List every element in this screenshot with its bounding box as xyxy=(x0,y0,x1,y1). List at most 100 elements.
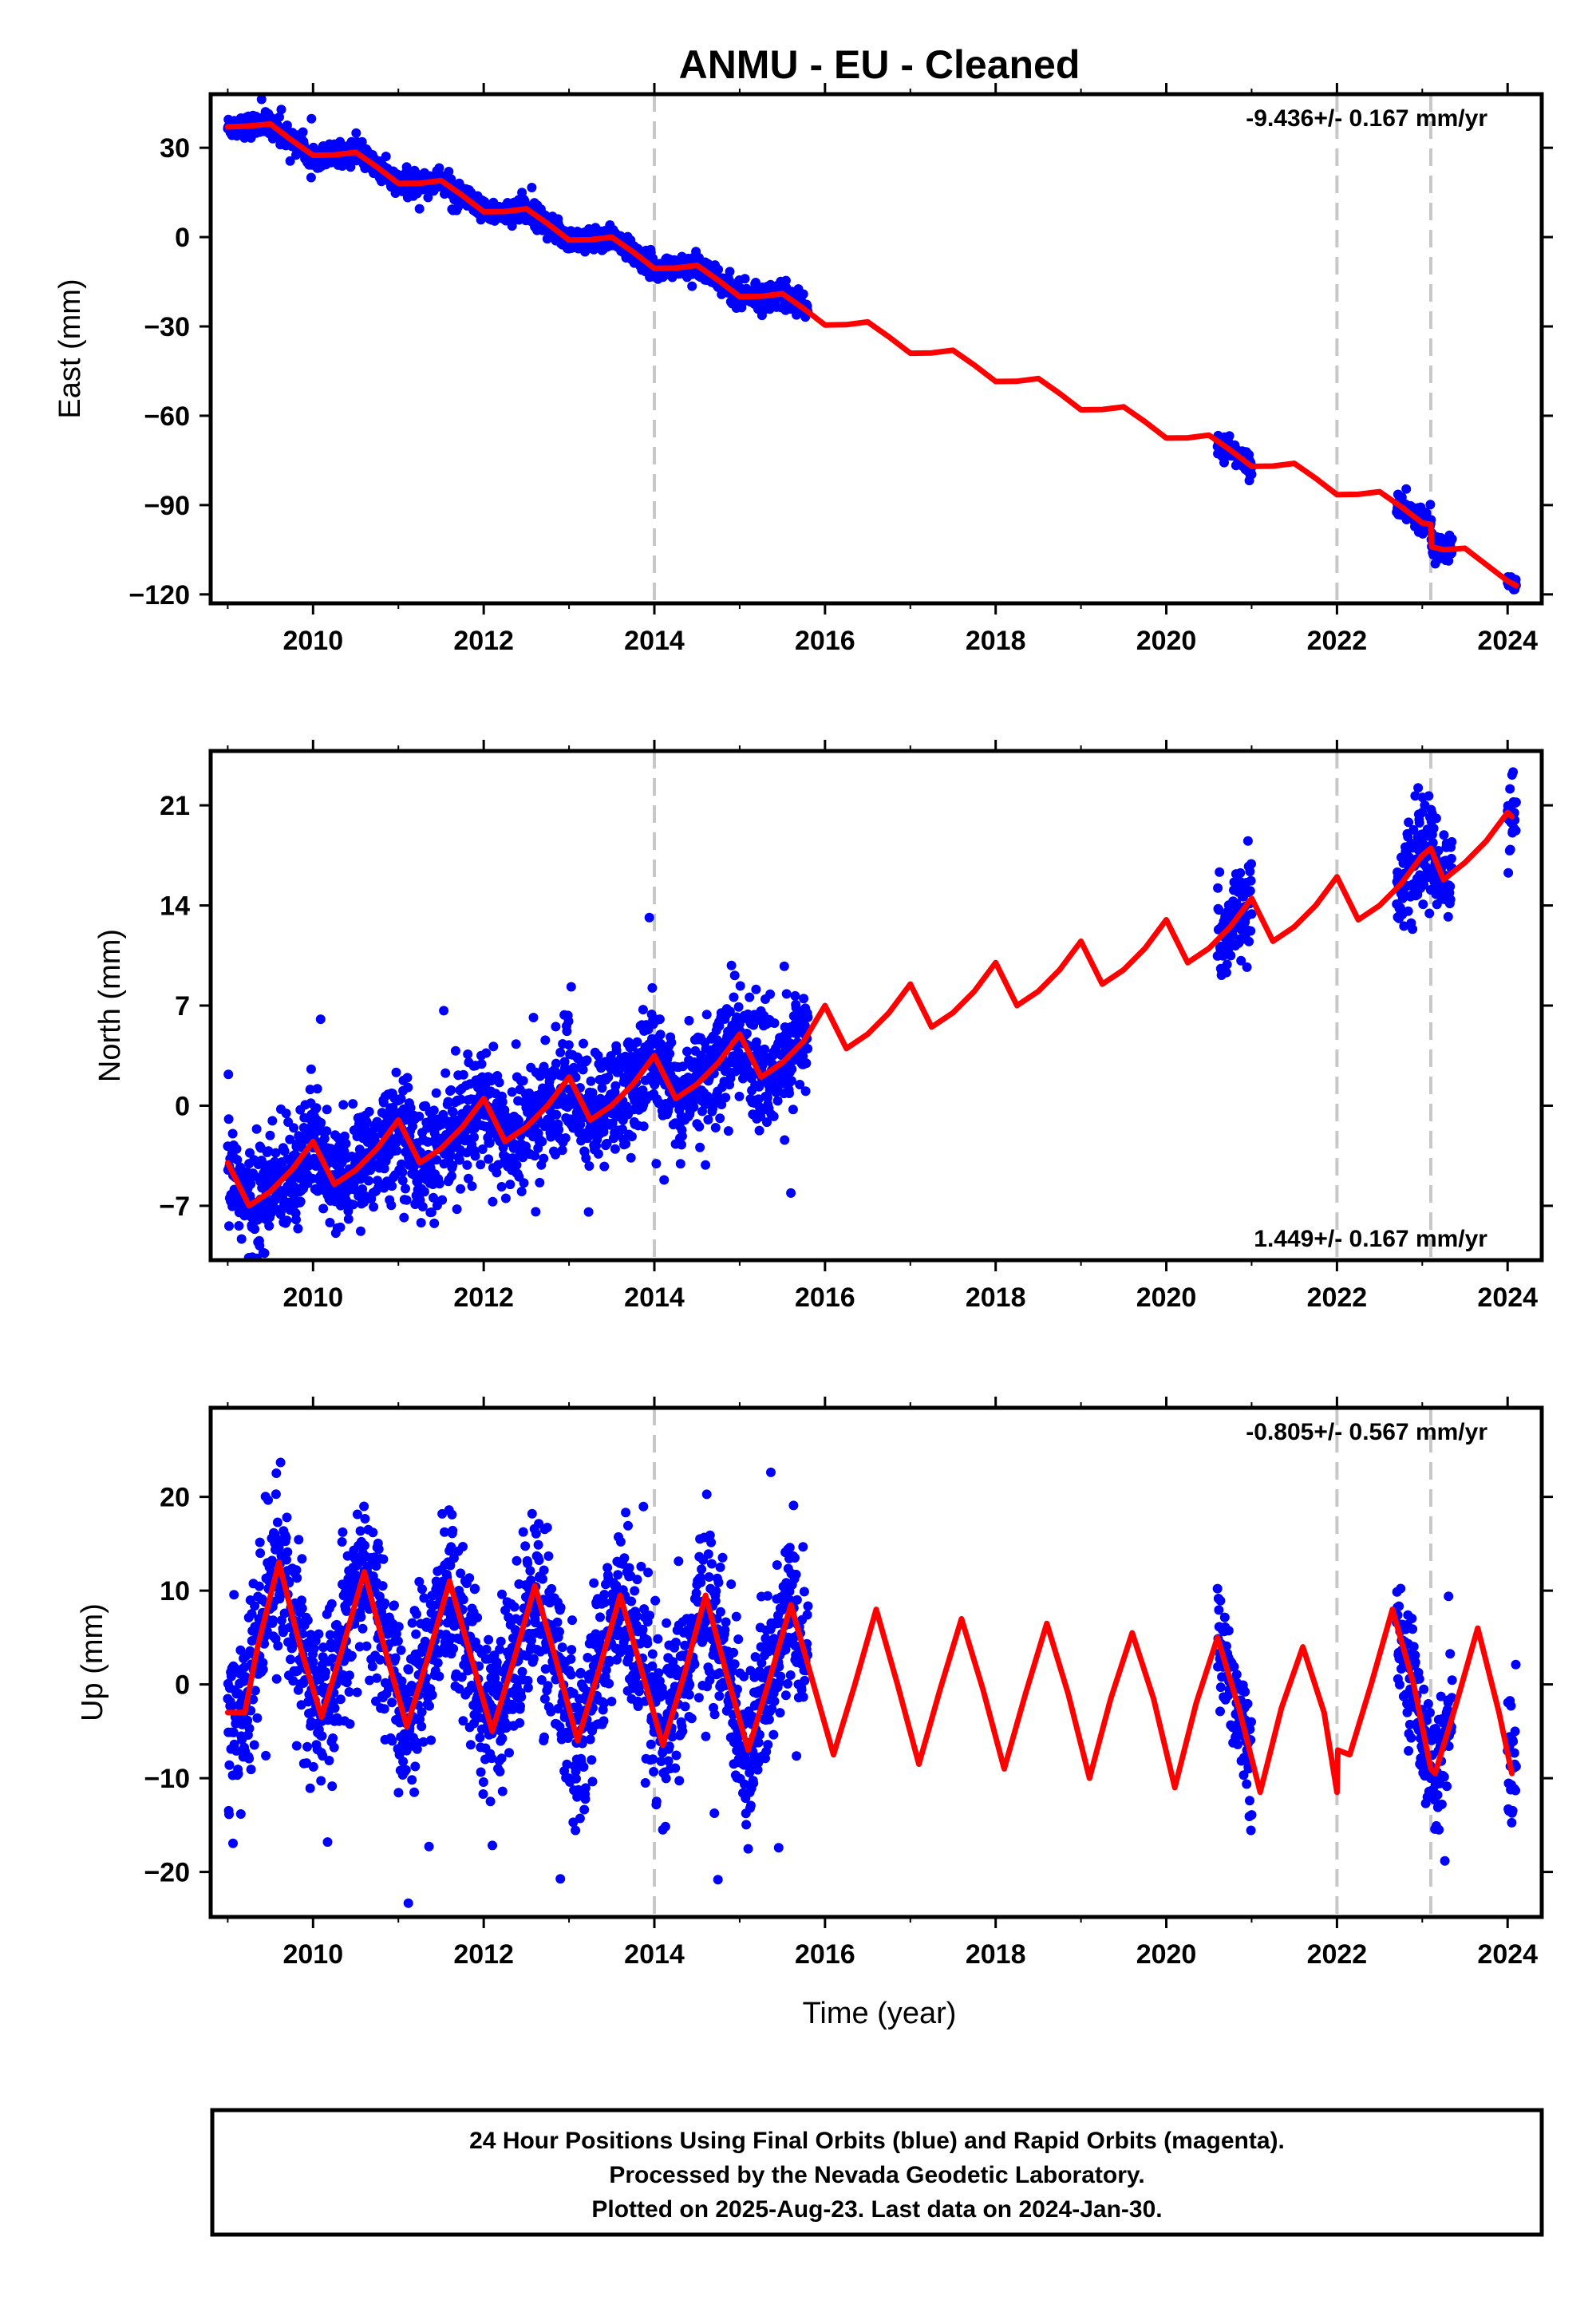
north-data-point xyxy=(725,1006,735,1017)
north-data-point xyxy=(396,1093,406,1104)
up-data-point xyxy=(240,1672,251,1682)
north-data-point xyxy=(751,1037,761,1047)
up-data-point xyxy=(271,1674,282,1684)
up-data-point xyxy=(411,1629,421,1639)
up-data-point xyxy=(246,1765,256,1775)
up-data-point xyxy=(354,1642,365,1652)
north-data-point xyxy=(356,1226,365,1236)
up-data-point xyxy=(258,1664,268,1674)
north-data-point xyxy=(790,990,800,1001)
north-data-point xyxy=(578,1065,588,1075)
up-data-point xyxy=(390,1653,401,1663)
north-data-point xyxy=(236,1234,247,1244)
north-data-point xyxy=(555,1047,566,1057)
north-data-point xyxy=(745,992,755,1002)
north-data-point xyxy=(245,1148,255,1158)
north-data-point xyxy=(765,989,776,999)
north-data-point xyxy=(232,1155,243,1165)
up-data-point xyxy=(316,1776,326,1786)
north-data-point xyxy=(408,1121,417,1132)
up-data-point xyxy=(412,1609,421,1619)
north-data-point xyxy=(1235,868,1246,878)
north-data-point xyxy=(263,1146,274,1156)
north-data-point xyxy=(551,1022,561,1032)
up-data-point xyxy=(250,1686,260,1696)
north-data-point xyxy=(772,1096,783,1106)
east-data-point xyxy=(527,183,537,192)
north-data-point xyxy=(1245,886,1255,896)
north-data-point xyxy=(1418,899,1428,910)
north-data-point xyxy=(1433,846,1444,856)
up-data-point xyxy=(403,1898,413,1908)
east-x-tick-label: 2022 xyxy=(1307,626,1368,656)
north-data-point xyxy=(1245,867,1255,876)
north-data-point xyxy=(456,1184,466,1194)
north-data-point xyxy=(511,1039,521,1049)
up-data-point xyxy=(379,1704,389,1714)
up-data-point xyxy=(418,1737,429,1747)
north-data-point xyxy=(293,1223,303,1234)
up-data-point xyxy=(344,1687,354,1697)
north-data-point xyxy=(754,1081,764,1092)
north-data-point xyxy=(799,994,809,1004)
north-data-point xyxy=(598,1127,609,1137)
up-data-point xyxy=(417,1721,427,1732)
north-data-point xyxy=(1439,830,1449,840)
north-data-point xyxy=(289,1123,299,1133)
north-data-point xyxy=(440,1068,451,1078)
up-data-point xyxy=(317,1731,327,1741)
north-data-point xyxy=(554,1124,564,1135)
north-data-point xyxy=(751,984,761,994)
north-data-point xyxy=(386,1200,397,1211)
north-data-point xyxy=(752,1015,762,1026)
east-rate-label: -9.436+/- 0.167 mm/yr xyxy=(1246,105,1487,132)
figure-title: ANMU - EU - Cleaned xyxy=(679,42,1080,87)
north-data-point xyxy=(462,1160,472,1170)
north-data-point xyxy=(305,1085,315,1095)
up-data-point xyxy=(314,1629,324,1639)
east-data-point xyxy=(346,162,356,172)
up-data-point xyxy=(293,1666,302,1676)
north-data-point xyxy=(531,1207,541,1217)
north-data-point xyxy=(1404,817,1414,828)
up-data-point xyxy=(243,1715,253,1725)
north-data-point xyxy=(467,1181,477,1192)
north-data-point xyxy=(392,1145,402,1156)
north-data-point xyxy=(689,1102,699,1113)
north-rate-label: 1.449+/- 0.167 mm/yr xyxy=(1254,1226,1487,1252)
north-data-point xyxy=(271,1148,281,1158)
north-data-point xyxy=(1431,813,1441,824)
east-data-point xyxy=(414,204,425,214)
north-data-point xyxy=(251,1124,262,1134)
north-data-point xyxy=(734,1091,745,1101)
east-data-point xyxy=(276,105,286,115)
north-data-point xyxy=(733,1002,744,1012)
east-data-point xyxy=(798,289,808,299)
up-data-point xyxy=(335,1694,346,1705)
north-data-point xyxy=(434,1179,444,1189)
north-data-point xyxy=(611,1045,622,1056)
east-data-point xyxy=(351,128,361,138)
north-y-tick-label: 14 xyxy=(160,891,190,922)
north-data-point xyxy=(281,1109,291,1119)
up-data-point xyxy=(398,1757,409,1767)
north-data-point xyxy=(364,1106,374,1117)
north-data-point xyxy=(488,1196,498,1207)
north-plot-frame xyxy=(208,749,1544,1263)
north-data-point xyxy=(397,1159,407,1169)
north-data-point xyxy=(403,1082,413,1093)
up-data-point xyxy=(255,1537,265,1547)
up-data-point xyxy=(351,1570,361,1580)
up-data-point xyxy=(282,1512,292,1523)
north-data-point xyxy=(325,1217,335,1227)
up-data-point xyxy=(328,1733,338,1743)
north-data-point xyxy=(1428,838,1438,848)
north-data-point xyxy=(458,1069,468,1080)
north-data-point xyxy=(311,1103,322,1113)
north-data-point xyxy=(537,1136,547,1147)
north-data-point xyxy=(401,1195,412,1205)
north-data-point xyxy=(1403,906,1413,916)
up-data-point xyxy=(393,1636,403,1646)
north-data-point xyxy=(448,1160,458,1171)
north-data-point xyxy=(1246,859,1256,869)
